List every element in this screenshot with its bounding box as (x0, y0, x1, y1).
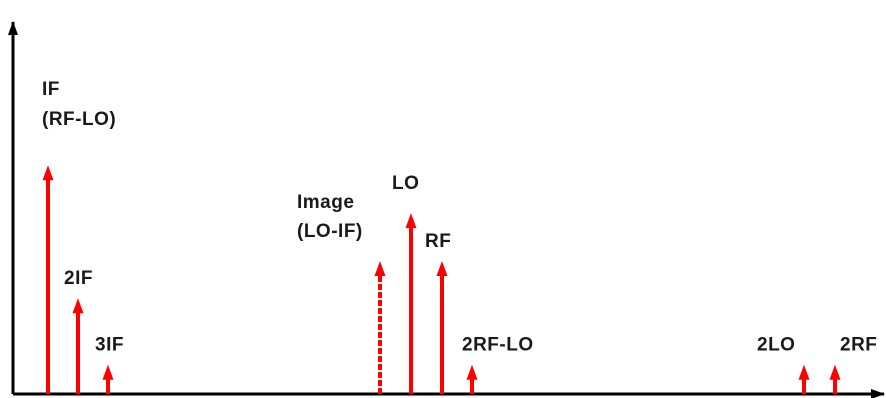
spectral-label-line: (RF-LO) (42, 109, 116, 130)
spectral-label-3if: 3IF (95, 335, 124, 356)
spectral-line-arrowhead (102, 364, 114, 380)
spectral-label-line: 2RF-LO (462, 335, 534, 356)
spectral-label-line: 2RF (840, 335, 877, 356)
spectral-label-rf: RF (425, 231, 451, 252)
spectral-label-2rf: 2RF (840, 335, 877, 356)
spectral-label-image: Image (LO-IF) (297, 192, 363, 242)
spectral-label-2if: 2IF (64, 268, 93, 289)
spectral-line-2lo (798, 364, 810, 394)
spectral-label-line: 3IF (95, 335, 124, 356)
spectral-label-line: 2LO (757, 335, 795, 356)
spectral-line-arrowhead (72, 298, 84, 314)
spectral-label-line: 2IF (64, 268, 93, 289)
spectral-line-arrowhead (374, 261, 386, 276)
spectral-label-line: RF (425, 231, 451, 252)
spectral-line-arrowhead (798, 364, 810, 380)
spectral-line-arrowhead (42, 165, 54, 181)
spectral-line-3if (102, 364, 114, 394)
spectral-label-2lo: 2LO (757, 335, 795, 356)
spectral-line-arrowhead (405, 213, 417, 229)
spectral-line-2rf-lo (466, 364, 478, 394)
spectral-label-line: Image (297, 192, 354, 213)
spectral-line-arrowhead (829, 364, 841, 380)
spectral-labels: IF (RF-LO) 2IF 3IF Image (LO-IF) LO RF 2RF-LO 2LO… (42, 79, 877, 356)
spectral-line-rf (436, 261, 448, 394)
spectral-line-2if (72, 298, 84, 394)
spectral-line-2rf (829, 364, 841, 394)
spectral-lines (42, 165, 841, 394)
spectral-line-arrowhead (436, 261, 448, 276)
spectral-label-line: IF (42, 79, 60, 100)
spectral-label-lo: LO (392, 173, 419, 194)
spectral-label-2rf-lo: 2RF-LO (462, 335, 534, 356)
axes (8, 21, 885, 398)
spectral-label-line: (LO-IF) (297, 221, 363, 242)
spectral-line-lo (405, 213, 417, 394)
spectral-line-arrowhead (466, 364, 478, 380)
spectral-line-if (42, 165, 54, 394)
spectral-line-image (374, 261, 386, 394)
spectral-label-line: LO (392, 173, 419, 194)
spectral-label-if: IF (RF-LO) (42, 79, 116, 130)
